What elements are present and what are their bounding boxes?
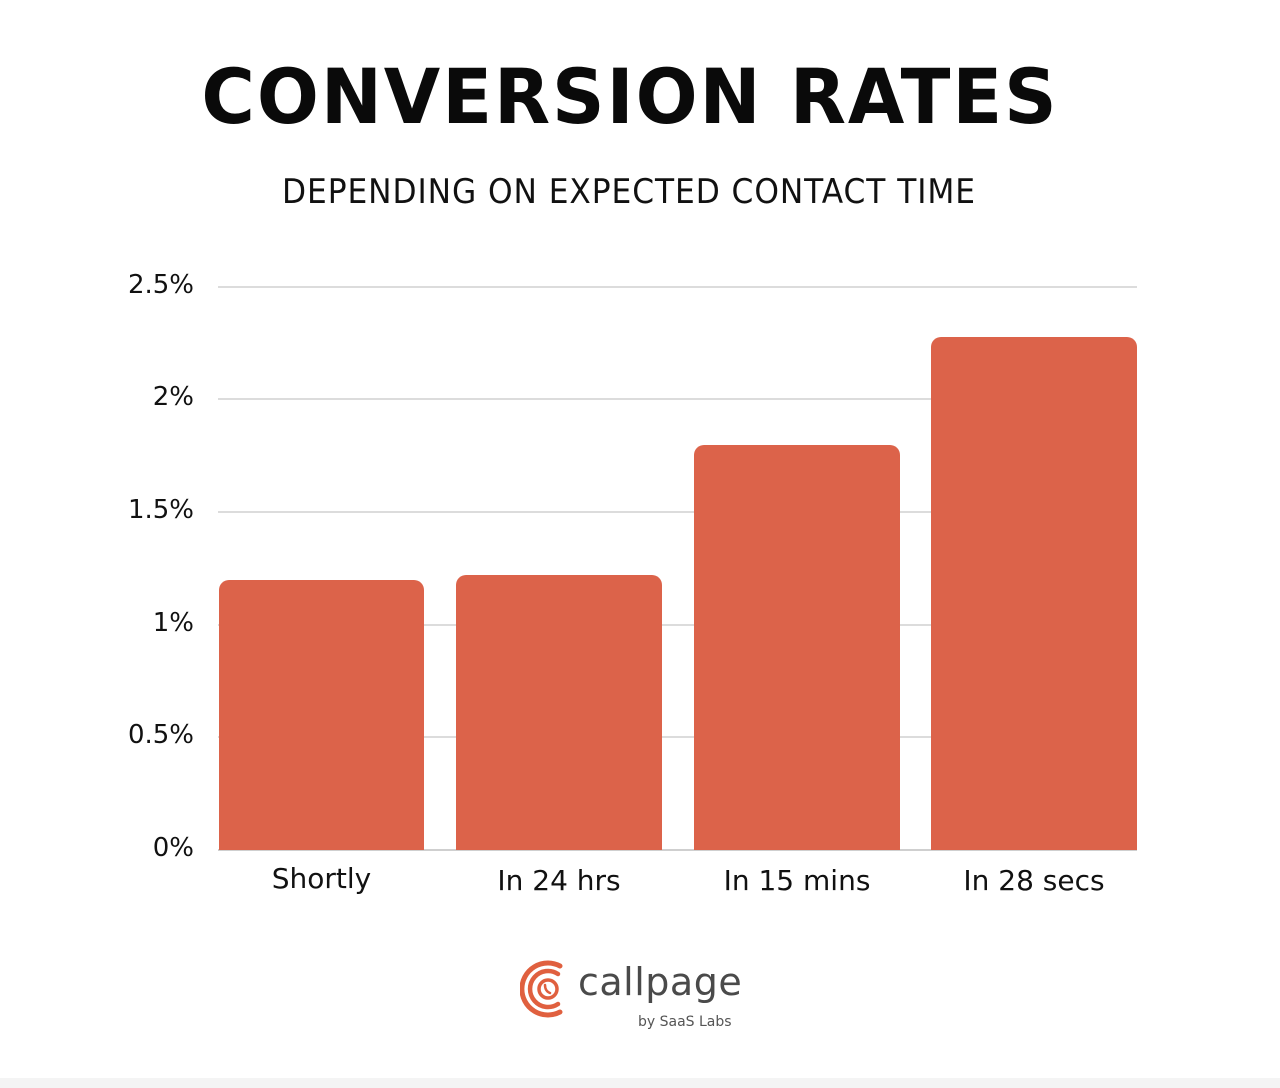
gridline — [218, 736, 1137, 738]
y-tick-1: 1% — [152, 608, 194, 638]
y-tick-2: 2% — [152, 382, 194, 412]
x-label-in-24-hrs: In 24 hrs — [497, 864, 621, 897]
chart-title: CONVERSION RATES — [201, 52, 1059, 141]
phone-signal-icon — [520, 960, 563, 1018]
callpage-logo: callpage by SaaS Labs — [520, 958, 750, 1038]
y-tick-0-5: 0.5% — [127, 720, 194, 750]
gridline — [218, 624, 1137, 626]
bar-in-15-mins — [694, 444, 900, 850]
gridline — [218, 511, 1137, 513]
y-tick-0: 0% — [152, 833, 194, 863]
logo-tagline: by SaaS Labs — [638, 1014, 732, 1030]
y-tick-1-5: 1.5% — [127, 495, 194, 525]
gridline — [218, 286, 1137, 288]
gridline — [218, 398, 1137, 400]
x-label-in-15-mins: In 15 mins — [723, 864, 871, 897]
chart-subtitle: DEPENDING ON EXPECTED CONTACT TIME — [282, 172, 976, 212]
bar-in-24-hrs — [456, 575, 662, 850]
bottom-strip — [0, 1078, 1280, 1088]
x-label-in-28-secs: In 28 secs — [963, 864, 1105, 897]
bar-in-28-secs — [931, 336, 1137, 850]
baseline — [218, 849, 1137, 851]
x-label-shortly: Shortly — [271, 862, 372, 895]
logo-wordmark: callpage — [578, 960, 743, 1004]
y-tick-2-5: 2.5% — [127, 270, 194, 300]
bar-shortly — [219, 579, 424, 850]
